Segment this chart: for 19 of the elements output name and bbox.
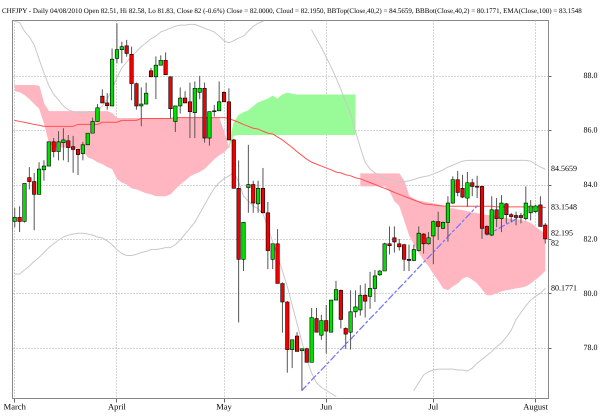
y-tick-label: 80.0 — [584, 288, 598, 298]
y-tick-label: 82.0 — [584, 234, 598, 244]
data-label: 84.5659 — [551, 164, 577, 174]
data-label: 82.195 — [551, 228, 573, 238]
x-tick-label: Jul — [428, 402, 439, 412]
line-series — [301, 205, 478, 392]
x-tick-label: Jun — [320, 402, 333, 412]
candlestick — [392, 226, 396, 254]
data-label: 80.1771 — [551, 283, 577, 292]
y-tick-label: 86.0 — [584, 126, 598, 135]
y-tick-label: 78.0 — [584, 343, 598, 352]
x-tick-label: August — [523, 402, 548, 412]
x-tick-label: March — [4, 402, 27, 412]
y-tick-label: 84.0 — [584, 180, 598, 190]
x-tick-label: April — [108, 402, 127, 412]
text: 82 — [551, 238, 559, 248]
x-tick-label: May — [216, 402, 233, 412]
y-tick-label: 88.0 — [584, 71, 598, 80]
data-label: 83.1548 — [551, 202, 577, 212]
